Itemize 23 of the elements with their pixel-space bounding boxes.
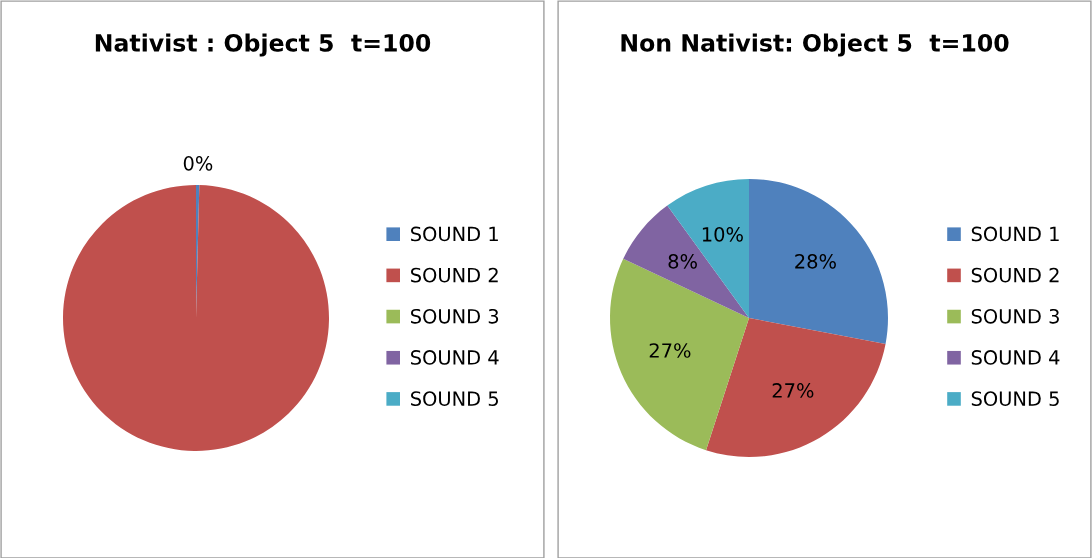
legend-label: SOUND 4 [411,350,499,365]
chart-title: Non Nativist: Object 5 t=100 [621,33,1009,57]
data-label: 28% [795,254,836,269]
pie-slice [623,205,749,318]
legend-label: SOUND 3 [411,308,499,324]
chart-title: Nativist : Object 5 t=100 [95,33,431,57]
legend-label: SOUND 5 [411,391,498,406]
data-label: 27% [772,383,814,398]
data-label: 0% [183,156,213,171]
legend-label: SOUND 5 [971,391,1059,406]
data-label: 10% [702,226,743,242]
pie-slice [63,185,329,451]
legend-label: SOUND 2 [411,267,498,283]
legend-label: SOUND 1 [411,226,498,242]
legend-label: SOUND 2 [971,267,1059,283]
pie-slice [706,318,886,457]
data-label: 27% [649,343,691,358]
data-label: 8% [668,254,697,269]
legend-label: SOUND 3 [971,308,1059,324]
legend-label: SOUND 4 [971,350,1060,365]
pie-slice [667,179,749,318]
legend-label: SOUND 1 [971,226,1059,242]
pie-slice [749,179,888,345]
